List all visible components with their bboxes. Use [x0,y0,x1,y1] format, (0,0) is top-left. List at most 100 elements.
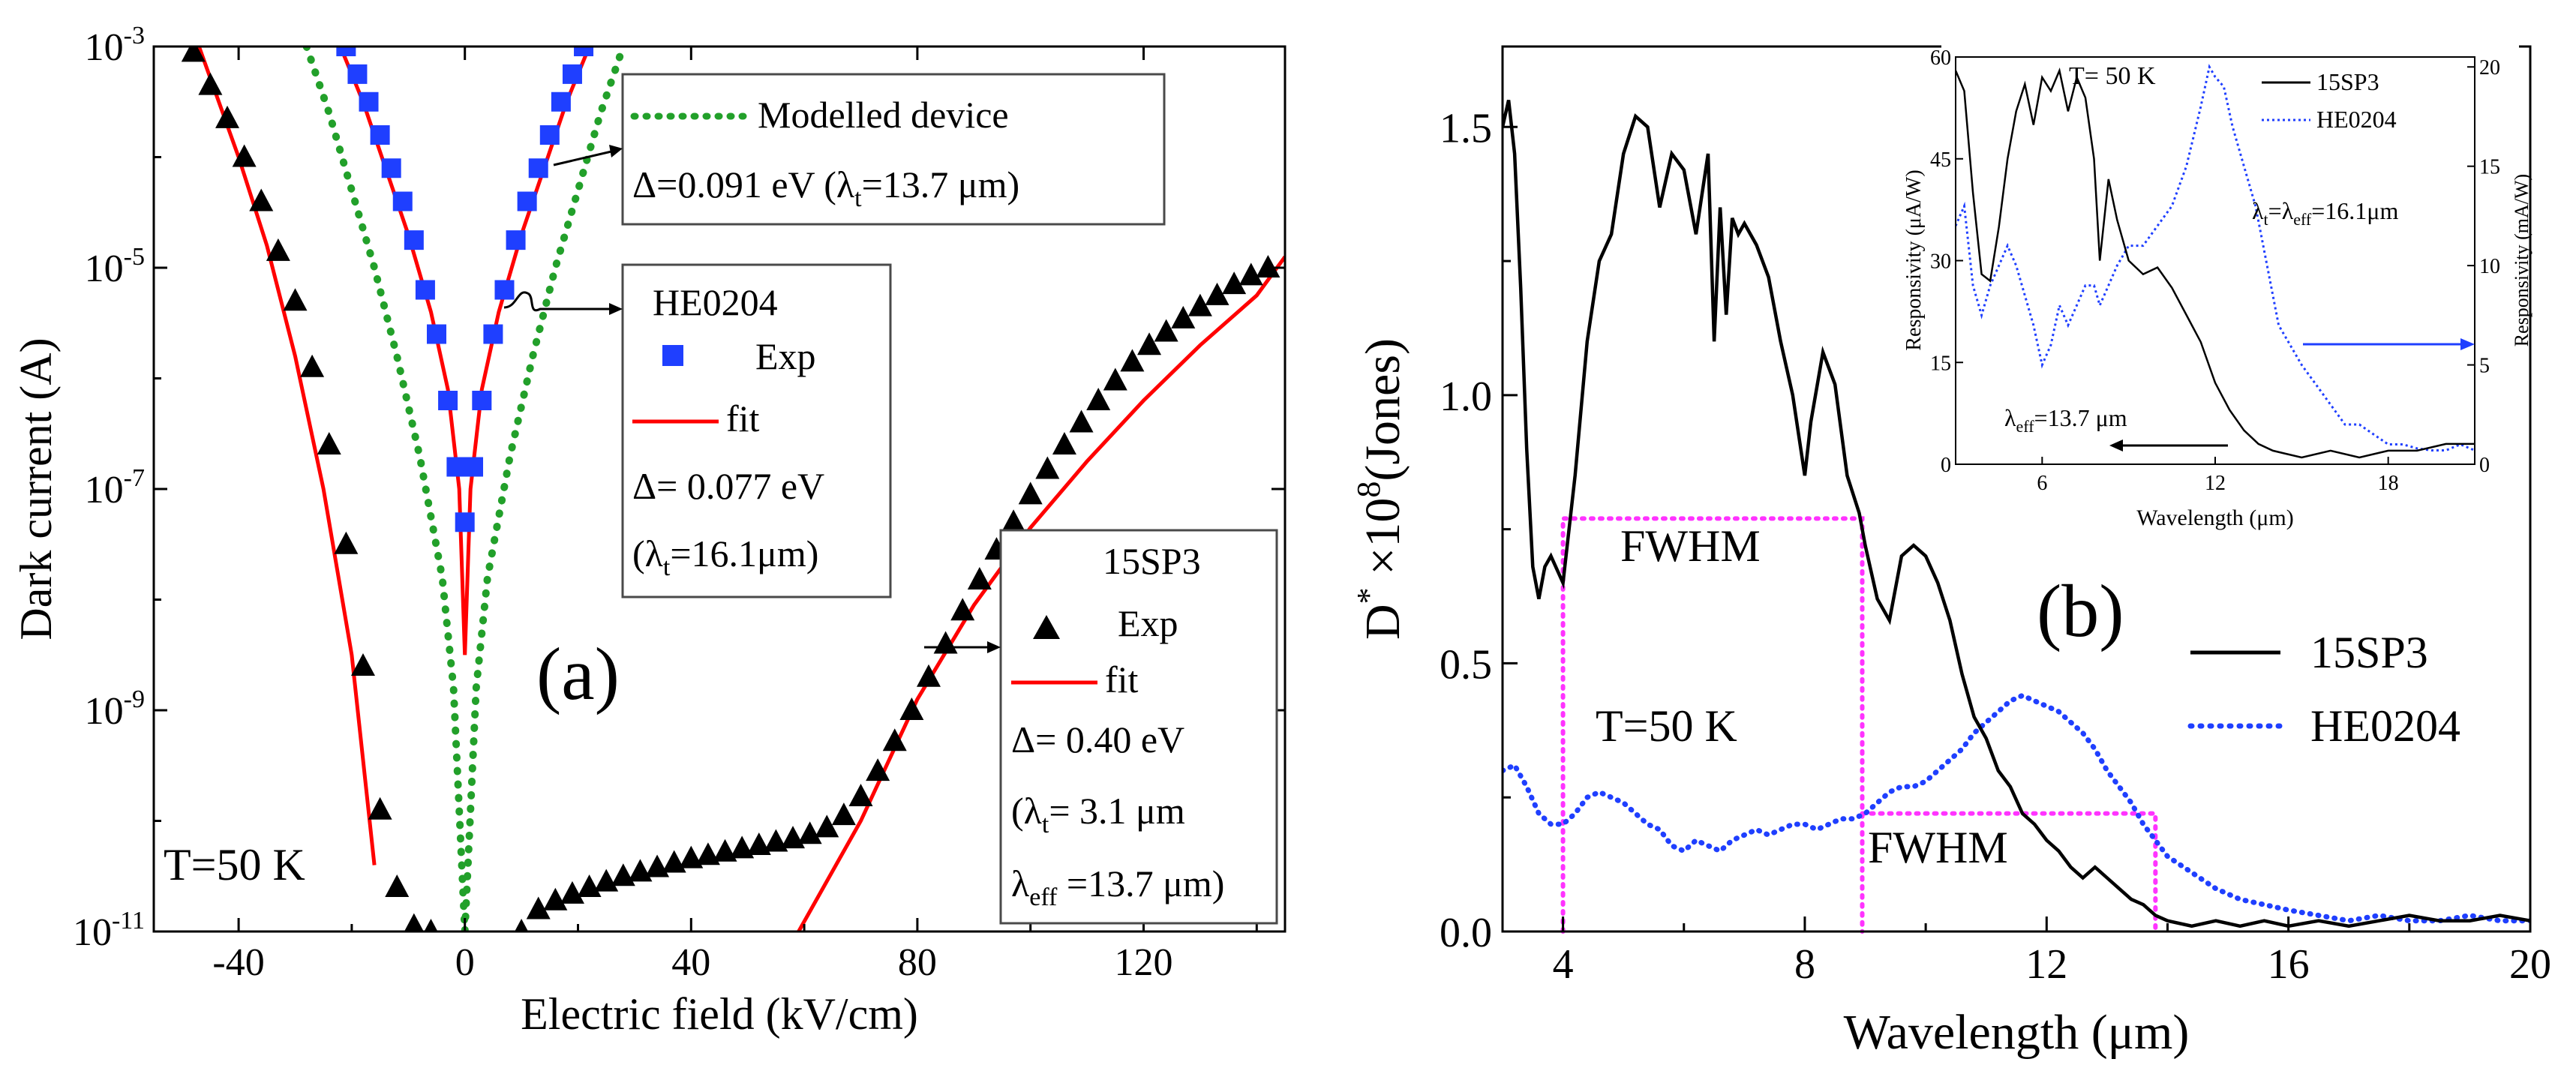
15sp3-exp-point [368,796,392,820]
15sp3-arrow-head [987,641,1001,653]
15sp3-exp-point [1256,255,1280,278]
y-right-tick-label: 20 [2479,56,2500,80]
he0204-exp-point [336,46,356,56]
panel-a-temperature: T=50 K [164,840,305,890]
inset-legend-he0204-label: HE0204 [2316,106,2397,133]
15sp3-exp-point [1001,509,1026,532]
he0204-fit-curve [338,46,591,656]
15sp3-exp-point [560,880,584,904]
15sp3-exp-point [385,874,410,897]
panel-b-ylabel: D* ×108(Jones) [1350,338,1410,640]
inset-ylabel-left: Responsivity (μA/W) [1902,170,1926,350]
modelled-arrow [553,150,612,166]
15sp3-exp-point [848,784,873,807]
15sp3-fit-positive [797,255,1285,932]
15sp3-exp-point [662,850,686,873]
x-tick-label: 120 [1115,941,1173,984]
he0204-exp-point [455,512,475,532]
series-15sp3-detectivity [1503,100,2530,928]
x-tick-label: 40 [671,941,710,984]
15sp3-exp-point [628,859,653,882]
15sp3-detectivity-curve [1503,100,2530,928]
15sp3-exp-point [515,919,529,932]
legend-15sp3-label: 15SP3 [2310,628,2428,677]
series-he0204-fit [338,46,591,656]
y-right-tick-label: 15 [2479,156,2500,179]
y-tick-label: 1.0 [1440,374,1492,420]
15sp3-exp-point [526,896,551,920]
inset-legend: 15SP3 HE0204 [2262,68,2397,133]
y-tick-label: 0.0 [1440,910,1492,956]
fwhm-label-he0204: FWHM [1868,823,2008,872]
15sp3-exp-point [350,653,375,676]
panel-b-label: (b) [2037,569,2124,652]
series-15sp3-responsivity [1956,67,2475,459]
modelled-arrow-head [609,145,623,158]
panel-b-axes: 4 8 12 16 20 0.0 0.5 1.0 1.5 [1440,105,2551,988]
inset-background [1941,38,2519,532]
y-left-tick-label: 0 [1941,454,1951,477]
he0204-exp-point [427,324,446,344]
x-tick-label: 6 [2037,472,2047,495]
15sp3-exp-point [866,758,890,782]
15sp3-exp-point [933,631,958,654]
15sp3-exp-point [181,46,206,62]
x-tick-label: 12 [2205,472,2226,495]
15sp3-exp-point [781,826,806,849]
y-tick-label: 10-7 [85,464,145,512]
inset-axes: 6 12 18 0 15 30 45 60 0 5 10 15 20 [1930,46,2500,495]
legend-modelled-label: Modelled device [758,94,1009,136]
15sp3-exp-point [1238,262,1263,286]
legend-he0204-label: HE0204 [2310,701,2460,751]
inset-xlabel: Wavelength (μm) [2136,506,2293,530]
15sp3-exp-point [815,814,839,838]
legend-he0204-marker [662,345,683,366]
15sp3-exp-point [1120,349,1145,372]
he0204-title: HE0204 [653,281,778,323]
x-tick-label: 0 [455,941,475,984]
series-he0204-exp [336,46,594,532]
15sp3-exp-point [950,598,975,621]
15sp3-exp-point [317,432,341,454]
he0204-exp-point [483,324,503,344]
15sp3-exp-point [695,842,720,866]
15sp3-delta: Δ= 0.40 eV [1011,718,1184,760]
y-tick-label: 10-11 [73,907,145,954]
y-tick-label: 10-9 [85,686,145,733]
15sp3-exp-label: Exp [1118,602,1178,644]
y-tick-label: 0.5 [1440,641,1492,688]
15sp3-exp-point [611,863,635,886]
x-tick-label: 8 [1794,941,1815,988]
15sp3-exp-point [1018,482,1043,505]
15sp3-exp-point [334,531,359,554]
15sp3-exp-point [1187,293,1212,316]
15sp3-lambda: (λt= 3.1 μm [1011,790,1185,838]
15sp3-exp-point [1171,305,1196,328]
15sp3-fit-label: fit [1105,658,1139,700]
15sp3-exp-point [679,845,704,868]
15sp3-exp-point [730,836,755,859]
panel-a-label: (a) [536,632,620,716]
inset-title: T= 50 K [2069,62,2156,90]
15sp3-exp-point [764,829,788,852]
15sp3-exp-point [1103,368,1127,391]
15sp3-exp-point [266,238,290,261]
inset-responsivity: 6 12 18 0 15 30 45 60 0 5 10 15 20 T= 50 K Wavelengt… [1902,38,2532,532]
15sp3-exp-point [645,854,670,878]
panel-a-xlabel: Electric field (kV/cm) [521,989,918,1039]
inset-legend-15sp3-label: 15SP3 [2316,68,2379,95]
modelled-delta: Δ=0.091 eV (λt=13.7 μm) [632,164,1019,212]
inset-arrow-left-head [2109,440,2123,452]
fwhm-he0204-line [1860,811,2158,934]
he0204-arrow-head [609,303,623,315]
he0204-exp-point [517,191,537,212]
panel-a-dark-current: -40 0 40 80 120 10-11 10-9 10-7 10-5 10-3 Electri… [11,22,1286,1039]
15sp3-exp-point [249,188,274,212]
fwhm-label-15sp3: FWHM [1620,521,1761,571]
15sp3-exp-point [424,919,438,932]
15sp3-exp-point [1137,332,1162,356]
x-tick-label: 18 [2378,472,2399,495]
he0204-exp-point [347,64,368,84]
15sp3-exp-point [797,821,822,844]
